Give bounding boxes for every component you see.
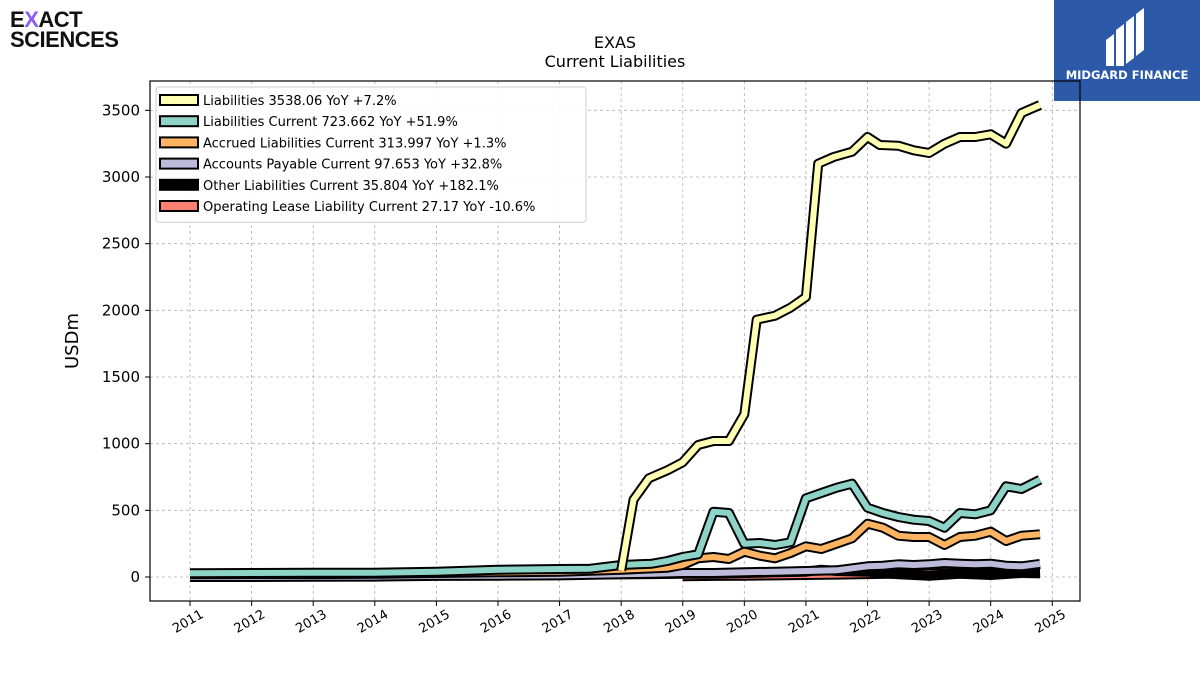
- exact-sciences-logo: EXACT SCIENCES: [10, 7, 140, 60]
- legend-swatch: [159, 178, 199, 191]
- y-tick-label: 500: [111, 501, 140, 519]
- legend-entry: Liabilities Current 723.662 YoY +51.9%: [203, 115, 458, 130]
- x-tick-label: 2014: [355, 607, 391, 637]
- legend-swatch: [159, 157, 199, 170]
- series-line: [618, 102, 1042, 571]
- y-tick-label: 2000: [102, 301, 140, 319]
- series-outline: [616, 100, 1042, 572]
- legend-entry: Accounts Payable Current 97.653 YoY +32.…: [203, 158, 502, 173]
- midgard-emblem-icon: [1106, 8, 1144, 66]
- legend-entry: Other Liabilities Current 35.804 YoY +18…: [203, 179, 499, 194]
- logo-line-2: SCIENCES: [10, 27, 119, 52]
- x-tick-label: 2023: [909, 607, 945, 637]
- x-tick-label: 2013: [293, 607, 329, 637]
- y-tick-label: 3500: [102, 101, 140, 119]
- x-tick-label: 2017: [540, 607, 576, 637]
- legend-entry: Accrued Liabilities Current 313.997 YoY …: [203, 136, 506, 151]
- chart-subtitle: Current Liabilities: [545, 52, 686, 71]
- chart-title: EXAS: [594, 33, 636, 52]
- series-line: [189, 477, 1042, 577]
- y-tick-label: 0: [130, 568, 140, 586]
- legend-swatch: [159, 94, 199, 106]
- x-tick-label: 2019: [663, 607, 699, 637]
- legend: Liabilities 3538.06 YoY +7.2% Liabilities…: [155, 86, 587, 223]
- y-axis-label: USDm: [62, 313, 83, 369]
- midgard-finance-logo: MIDGARD FINANCE: [1054, 0, 1200, 101]
- x-tick-label: 2020: [725, 607, 761, 637]
- midgard-brand-text: MIDGARD FINANCE: [1065, 68, 1189, 82]
- y-tick-label: 1000: [102, 435, 140, 453]
- legend-entry: Liabilities 3538.06 YoY +7.2%: [203, 94, 397, 109]
- x-tick-label: 2022: [848, 607, 884, 637]
- legend-swatch: [159, 200, 199, 212]
- legend-entry: Operating Lease Liability Current 27.17 …: [203, 200, 535, 215]
- y-tick-label: 1500: [102, 368, 140, 386]
- y-tick-label: 2500: [102, 235, 140, 253]
- legend-box: [155, 86, 587, 223]
- legend-swatch: [159, 115, 199, 128]
- x-tick-label: 2024: [971, 607, 1007, 637]
- series-outline: [189, 475, 1043, 579]
- x-tick-label: 2025: [1032, 607, 1068, 637]
- x-tick-label: 2016: [478, 607, 514, 637]
- plot-frame: [149, 80, 1081, 602]
- x-tick-label: 2021: [786, 607, 822, 637]
- logo-line-1: EXACT: [10, 7, 83, 32]
- y-tick-label: 3000: [102, 168, 140, 186]
- x-tick-label: 2012: [232, 607, 268, 637]
- x-tick-label: 2011: [170, 607, 206, 637]
- x-tick-label: 2015: [417, 607, 453, 637]
- x-tick-label: 2018: [601, 607, 637, 637]
- legend-swatch: [159, 136, 199, 149]
- series-lines: [189, 100, 1043, 582]
- series-liabilities-current: [189, 475, 1043, 579]
- series-liabilities: [616, 100, 1042, 572]
